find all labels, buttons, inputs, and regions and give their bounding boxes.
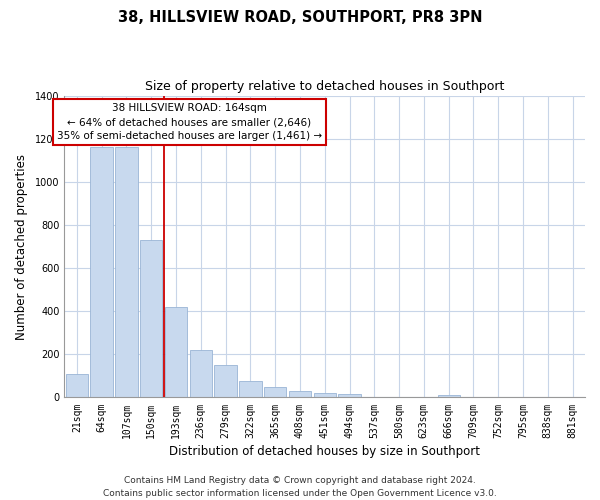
Y-axis label: Number of detached properties: Number of detached properties xyxy=(15,154,28,340)
Bar xyxy=(115,148,137,398)
Bar xyxy=(314,393,336,398)
Bar xyxy=(239,382,262,398)
Bar xyxy=(140,240,163,398)
Bar xyxy=(214,365,237,398)
Text: Contains HM Land Registry data © Crown copyright and database right 2024.
Contai: Contains HM Land Registry data © Crown c… xyxy=(103,476,497,498)
Bar xyxy=(165,307,187,398)
X-axis label: Distribution of detached houses by size in Southport: Distribution of detached houses by size … xyxy=(169,444,480,458)
Bar xyxy=(264,386,286,398)
Bar xyxy=(289,390,311,398)
Bar xyxy=(190,350,212,398)
Bar xyxy=(65,374,88,398)
Bar xyxy=(91,148,113,398)
Text: 38 HILLSVIEW ROAD: 164sqm
← 64% of detached houses are smaller (2,646)
35% of se: 38 HILLSVIEW ROAD: 164sqm ← 64% of detac… xyxy=(57,103,322,141)
Bar xyxy=(338,394,361,398)
Text: 38, HILLSVIEW ROAD, SOUTHPORT, PR8 3PN: 38, HILLSVIEW ROAD, SOUTHPORT, PR8 3PN xyxy=(118,10,482,25)
Bar xyxy=(437,396,460,398)
Title: Size of property relative to detached houses in Southport: Size of property relative to detached ho… xyxy=(145,80,505,93)
